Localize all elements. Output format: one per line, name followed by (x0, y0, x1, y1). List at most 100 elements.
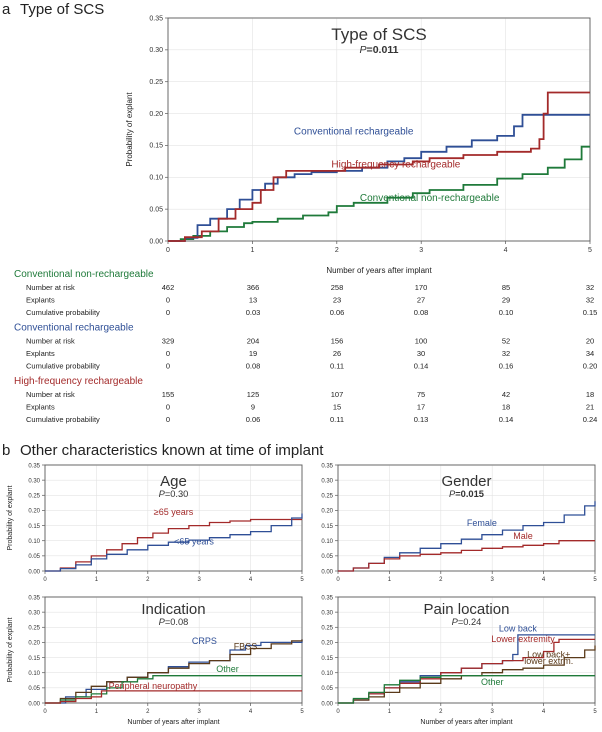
x-tick-label: 3 (491, 577, 495, 583)
risk-cell: 9 (251, 403, 255, 412)
x-tick-label: 0 (336, 577, 340, 583)
risk-row-label: Cumulative probability (26, 362, 100, 371)
x-tick-label: 4 (249, 577, 253, 583)
plot-border (337, 464, 596, 572)
series-label: ≥65 years (154, 507, 194, 517)
risk-cell: 0.16 (499, 362, 514, 371)
risk-row-label: Number at risk (26, 283, 75, 292)
risk-cell: 52 (502, 337, 510, 346)
x-axis-label: Number of years after implant (420, 719, 512, 726)
x-tick-label: 4 (542, 709, 546, 715)
risk-cell: 30 (417, 349, 425, 358)
y-tick-label: 0.10 (28, 671, 40, 677)
x-axis-label: Number of years after implant (127, 719, 219, 726)
risk-cell: 17 (417, 403, 425, 412)
x-tick-label: 1 (95, 577, 99, 583)
risk-cell: 258 (331, 283, 344, 292)
y-tick-label: 0.25 (321, 494, 333, 500)
risk-cell: 42 (502, 390, 510, 399)
risk-row-label: Explants (26, 403, 55, 412)
section-a-letter: a (2, 1, 11, 18)
y-tick-label: 0.25 (149, 79, 163, 86)
risk-row-label: Cumulative probability (26, 415, 100, 424)
chart-title: Gender (441, 473, 491, 490)
series-line-0 (45, 518, 302, 572)
series-line-1 (338, 638, 595, 704)
y-tick-label: 0.00 (149, 238, 163, 245)
series-line-1 (45, 513, 303, 572)
y-tick-label: 0.00 (321, 569, 333, 575)
risk-cell: 21 (586, 403, 594, 412)
y-tick-label: 0.25 (28, 626, 40, 632)
p-value: P=0.30 (159, 489, 189, 499)
y-axis-label: Probability of explant (125, 92, 134, 167)
p-letter: P (159, 617, 166, 627)
x-tick-label: 1 (250, 247, 254, 254)
y-tick-label: 0.20 (321, 509, 333, 515)
section-b-title: Other characteristics known at time of i… (20, 442, 324, 459)
y-tick-label: 0.05 (321, 686, 333, 692)
risk-cell: 85 (502, 283, 510, 292)
risk-cell: 170 (415, 283, 428, 292)
risk-row-label: Explants (26, 296, 55, 305)
x-tick-label: 0 (336, 709, 340, 715)
risk-cell: 29 (502, 296, 510, 305)
risk-cell: 32 (502, 349, 510, 358)
series-line-1 (45, 639, 303, 704)
series-label: Male (513, 531, 533, 541)
x-tick-label: 3 (198, 577, 202, 583)
plot-border (44, 596, 303, 704)
plot-frame (44, 464, 303, 572)
x-tick-label: 4 (249, 709, 253, 715)
y-tick-label: 0.30 (28, 478, 40, 484)
x-tick-label: 5 (300, 709, 304, 715)
risk-cell: 0.13 (414, 415, 429, 424)
y-tick-label: 0.10 (321, 671, 333, 677)
risk-group-title: High-frequency rechargeable (14, 376, 143, 387)
y-tick-label: 0.10 (149, 175, 163, 182)
series-line-3 (45, 690, 302, 704)
section-b-letter: b (2, 442, 10, 459)
y-tick-label: 0.05 (149, 206, 163, 213)
y-tick-label: 0.15 (28, 656, 40, 662)
risk-cell: 0 (166, 349, 170, 358)
series-label: High-frequency rechargeable (331, 160, 460, 171)
y-tick-label: 0.25 (321, 626, 333, 632)
chart-indication: 0.00 0.05 0.10 0.15 0.20 0.25 0.30 0.35 0 1 2 3 4 5 In… (7, 595, 304, 726)
series-label: Female (467, 518, 497, 528)
x-tick-label: 0 (43, 709, 47, 715)
p-value: P=0.24 (452, 617, 482, 627)
risk-cell: 329 (162, 337, 175, 346)
x-tick-label: 2 (146, 709, 150, 715)
chart-title: Pain location (424, 601, 510, 618)
risk-cell: 75 (417, 390, 425, 399)
risk-cell: 0 (166, 308, 170, 317)
x-tick-label: 2 (439, 709, 443, 715)
x-tick-label: 5 (593, 709, 597, 715)
risk-cell: 155 (162, 390, 175, 399)
risk-cell: 125 (247, 390, 260, 399)
p-number: =0.011 (367, 44, 399, 56)
risk-cell: 19 (249, 349, 257, 358)
series-label: Conventional rechargeable (294, 127, 414, 138)
risk-cell: 32 (586, 283, 594, 292)
risk-cell: 0.24 (583, 415, 598, 424)
section-a-title: Type of SCS (20, 1, 104, 18)
risk-cell: 34 (586, 349, 594, 358)
chart-pain-location: 0.00 0.05 0.10 0.15 0.20 0.25 0.30 0.35 0 1 2 3 4 5 Pa… (321, 595, 597, 726)
series-label: CRPS (192, 636, 217, 646)
risk-row-label: Explants (26, 349, 55, 358)
p-value: P=0.08 (159, 617, 189, 627)
y-tick-label: 0.00 (28, 569, 40, 575)
risk-cell: 20 (586, 337, 594, 346)
series-label: Low back+ (527, 650, 570, 660)
y-tick-label: 0.35 (28, 595, 40, 601)
x-tick-label: 0 (43, 577, 47, 583)
x-tick-label: 4 (542, 577, 546, 583)
risk-cell: 0.15 (583, 308, 598, 317)
risk-table: Conventional non-rechargeable Number at r… (14, 269, 597, 424)
x-tick-label: 4 (504, 247, 508, 254)
series-label: Peripheral neuropathy (109, 681, 198, 691)
x-tick-label: 1 (388, 577, 392, 583)
risk-cell: 0.08 (414, 308, 429, 317)
